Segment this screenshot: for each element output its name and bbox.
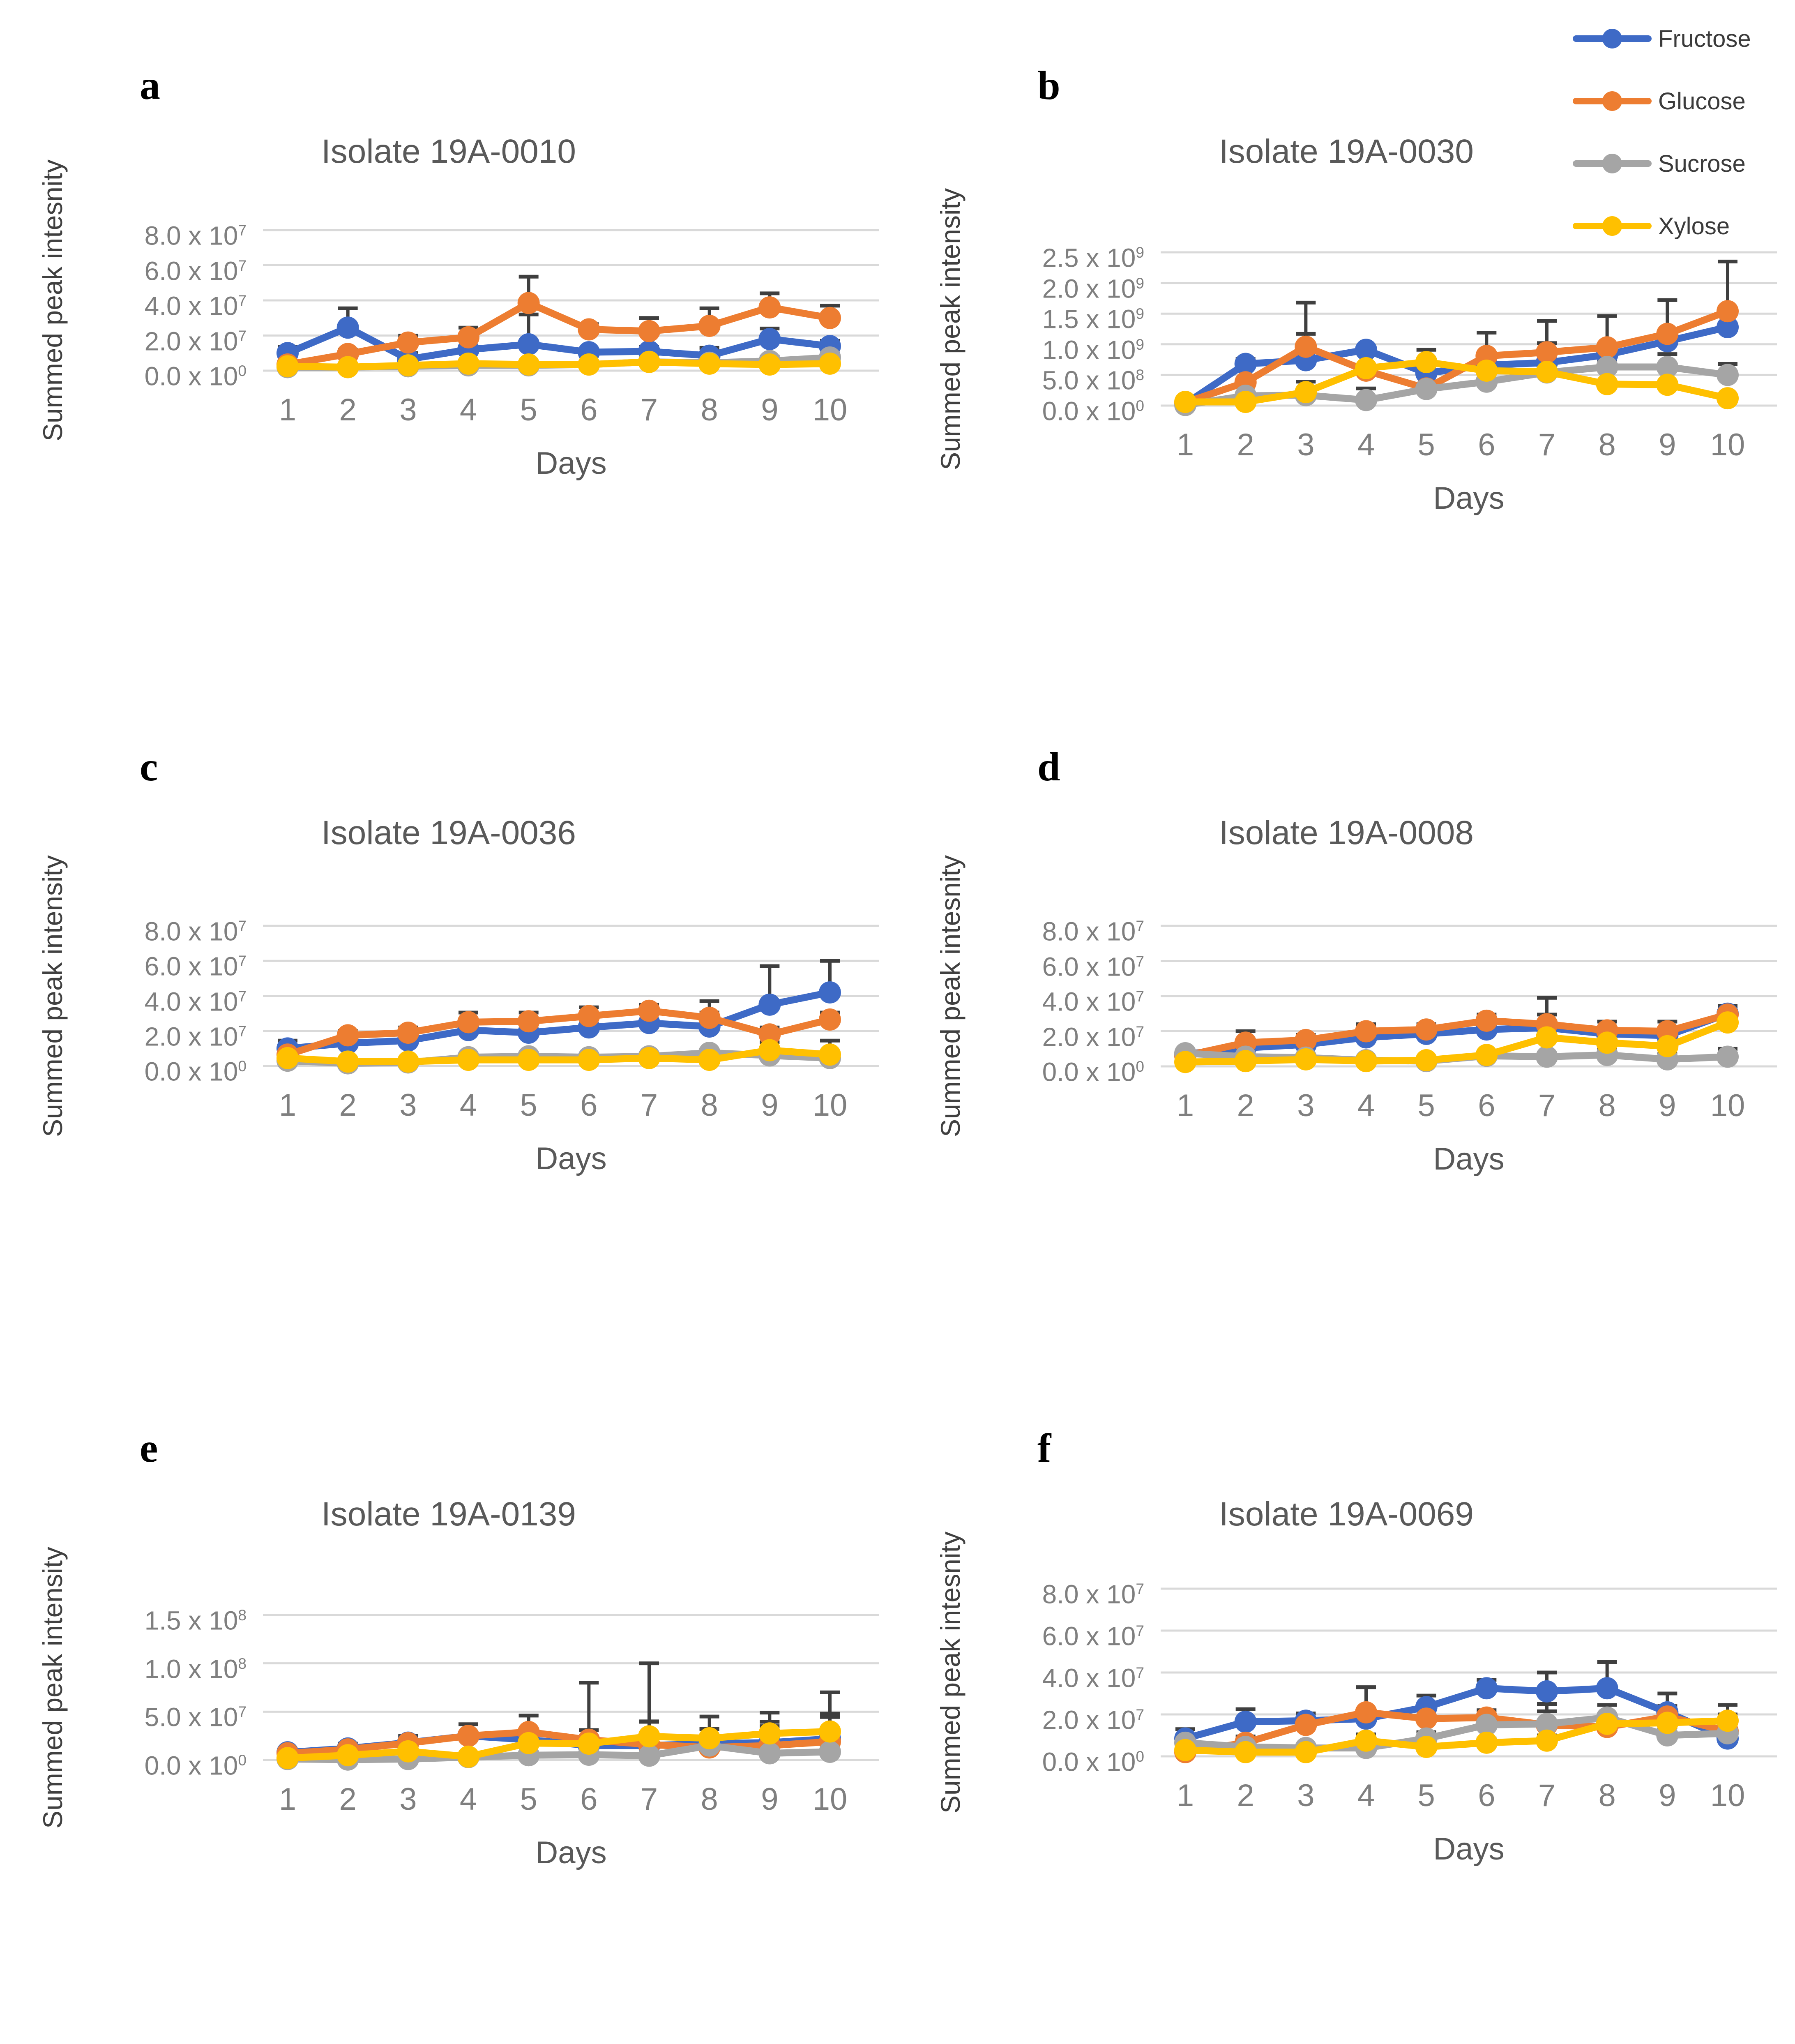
x-axis-label: Days xyxy=(1433,481,1505,516)
chart-title: Isolate 19A-0008 xyxy=(1219,814,1474,851)
y-axis-label: Summed peak intesnity xyxy=(935,855,965,1137)
legend-item-glucose: Glucose xyxy=(1573,70,1751,132)
plot-area xyxy=(1161,251,1777,416)
panel-letter: a xyxy=(140,62,160,108)
panel-d: d Isolate 19A-0008 Summed peak intesnity… xyxy=(898,681,1795,1363)
y-axis-label: Summed peak intesnity xyxy=(935,1531,965,1814)
y-axis-label: Summed peak intensity xyxy=(935,188,965,470)
plot-area xyxy=(263,229,879,378)
x-axis-label: Days xyxy=(1433,1142,1505,1177)
panel-letter: f xyxy=(1037,1425,1051,1471)
plot-area xyxy=(263,1614,879,1771)
chart-title: Isolate 19A-0036 xyxy=(321,814,576,851)
plot-area xyxy=(1161,1587,1777,1763)
panel-e: e Isolate 19A-0139 Summed peak intensity… xyxy=(0,1363,897,2044)
sucrose-line-marker-icon xyxy=(1573,154,1652,173)
chart-title: Isolate 19A-0030 xyxy=(1219,133,1474,170)
panel-letter: c xyxy=(140,744,158,789)
legend-item-xylose: Xylose xyxy=(1573,195,1751,257)
legend-label: Xylose xyxy=(1658,212,1730,240)
legend-label: Fructose xyxy=(1658,25,1751,52)
x-axis-label: Days xyxy=(535,1141,607,1176)
legend-label: Sucrose xyxy=(1658,150,1746,177)
chart-title: Isolate 19A-0139 xyxy=(321,1495,576,1533)
chart-title: Isolate 19A-0010 xyxy=(321,133,576,170)
panel-c: c Isolate 19A-0036 Summed peak intensity… xyxy=(0,681,897,1363)
x-axis-label: Days xyxy=(535,446,607,481)
panel-a: a Isolate 19A-0010 Summed peak intesnity… xyxy=(0,0,897,681)
legend-label: Glucose xyxy=(1658,88,1746,115)
panel-letter: e xyxy=(140,1425,158,1471)
x-axis-label: Days xyxy=(1433,1832,1505,1866)
x-axis-label: Days xyxy=(535,1835,607,1870)
y-axis-label: Summed peak intensity xyxy=(37,855,68,1137)
fructose-line-marker-icon xyxy=(1573,29,1652,48)
xylose-line-marker-icon xyxy=(1573,216,1652,236)
legend-item-fructose: Fructose xyxy=(1573,7,1751,70)
y-axis-label: Summed peak intensity xyxy=(37,1546,68,1829)
plot-area xyxy=(263,925,879,1075)
legend: Fructose Glucose Sucrose Xylose xyxy=(1573,7,1751,257)
plot-area xyxy=(1161,925,1777,1073)
panel-f: f Isolate 19A-0069 Summed peak intesnity… xyxy=(898,1363,1795,2044)
chart-title: Isolate 19A-0069 xyxy=(1219,1495,1474,1533)
panel-letter: d xyxy=(1037,744,1060,789)
glucose-line-marker-icon xyxy=(1573,91,1652,111)
panel-letter: b xyxy=(1037,62,1060,108)
y-axis-label: Summed peak intesnity xyxy=(37,159,68,442)
legend-item-sucrose: Sucrose xyxy=(1573,132,1751,195)
